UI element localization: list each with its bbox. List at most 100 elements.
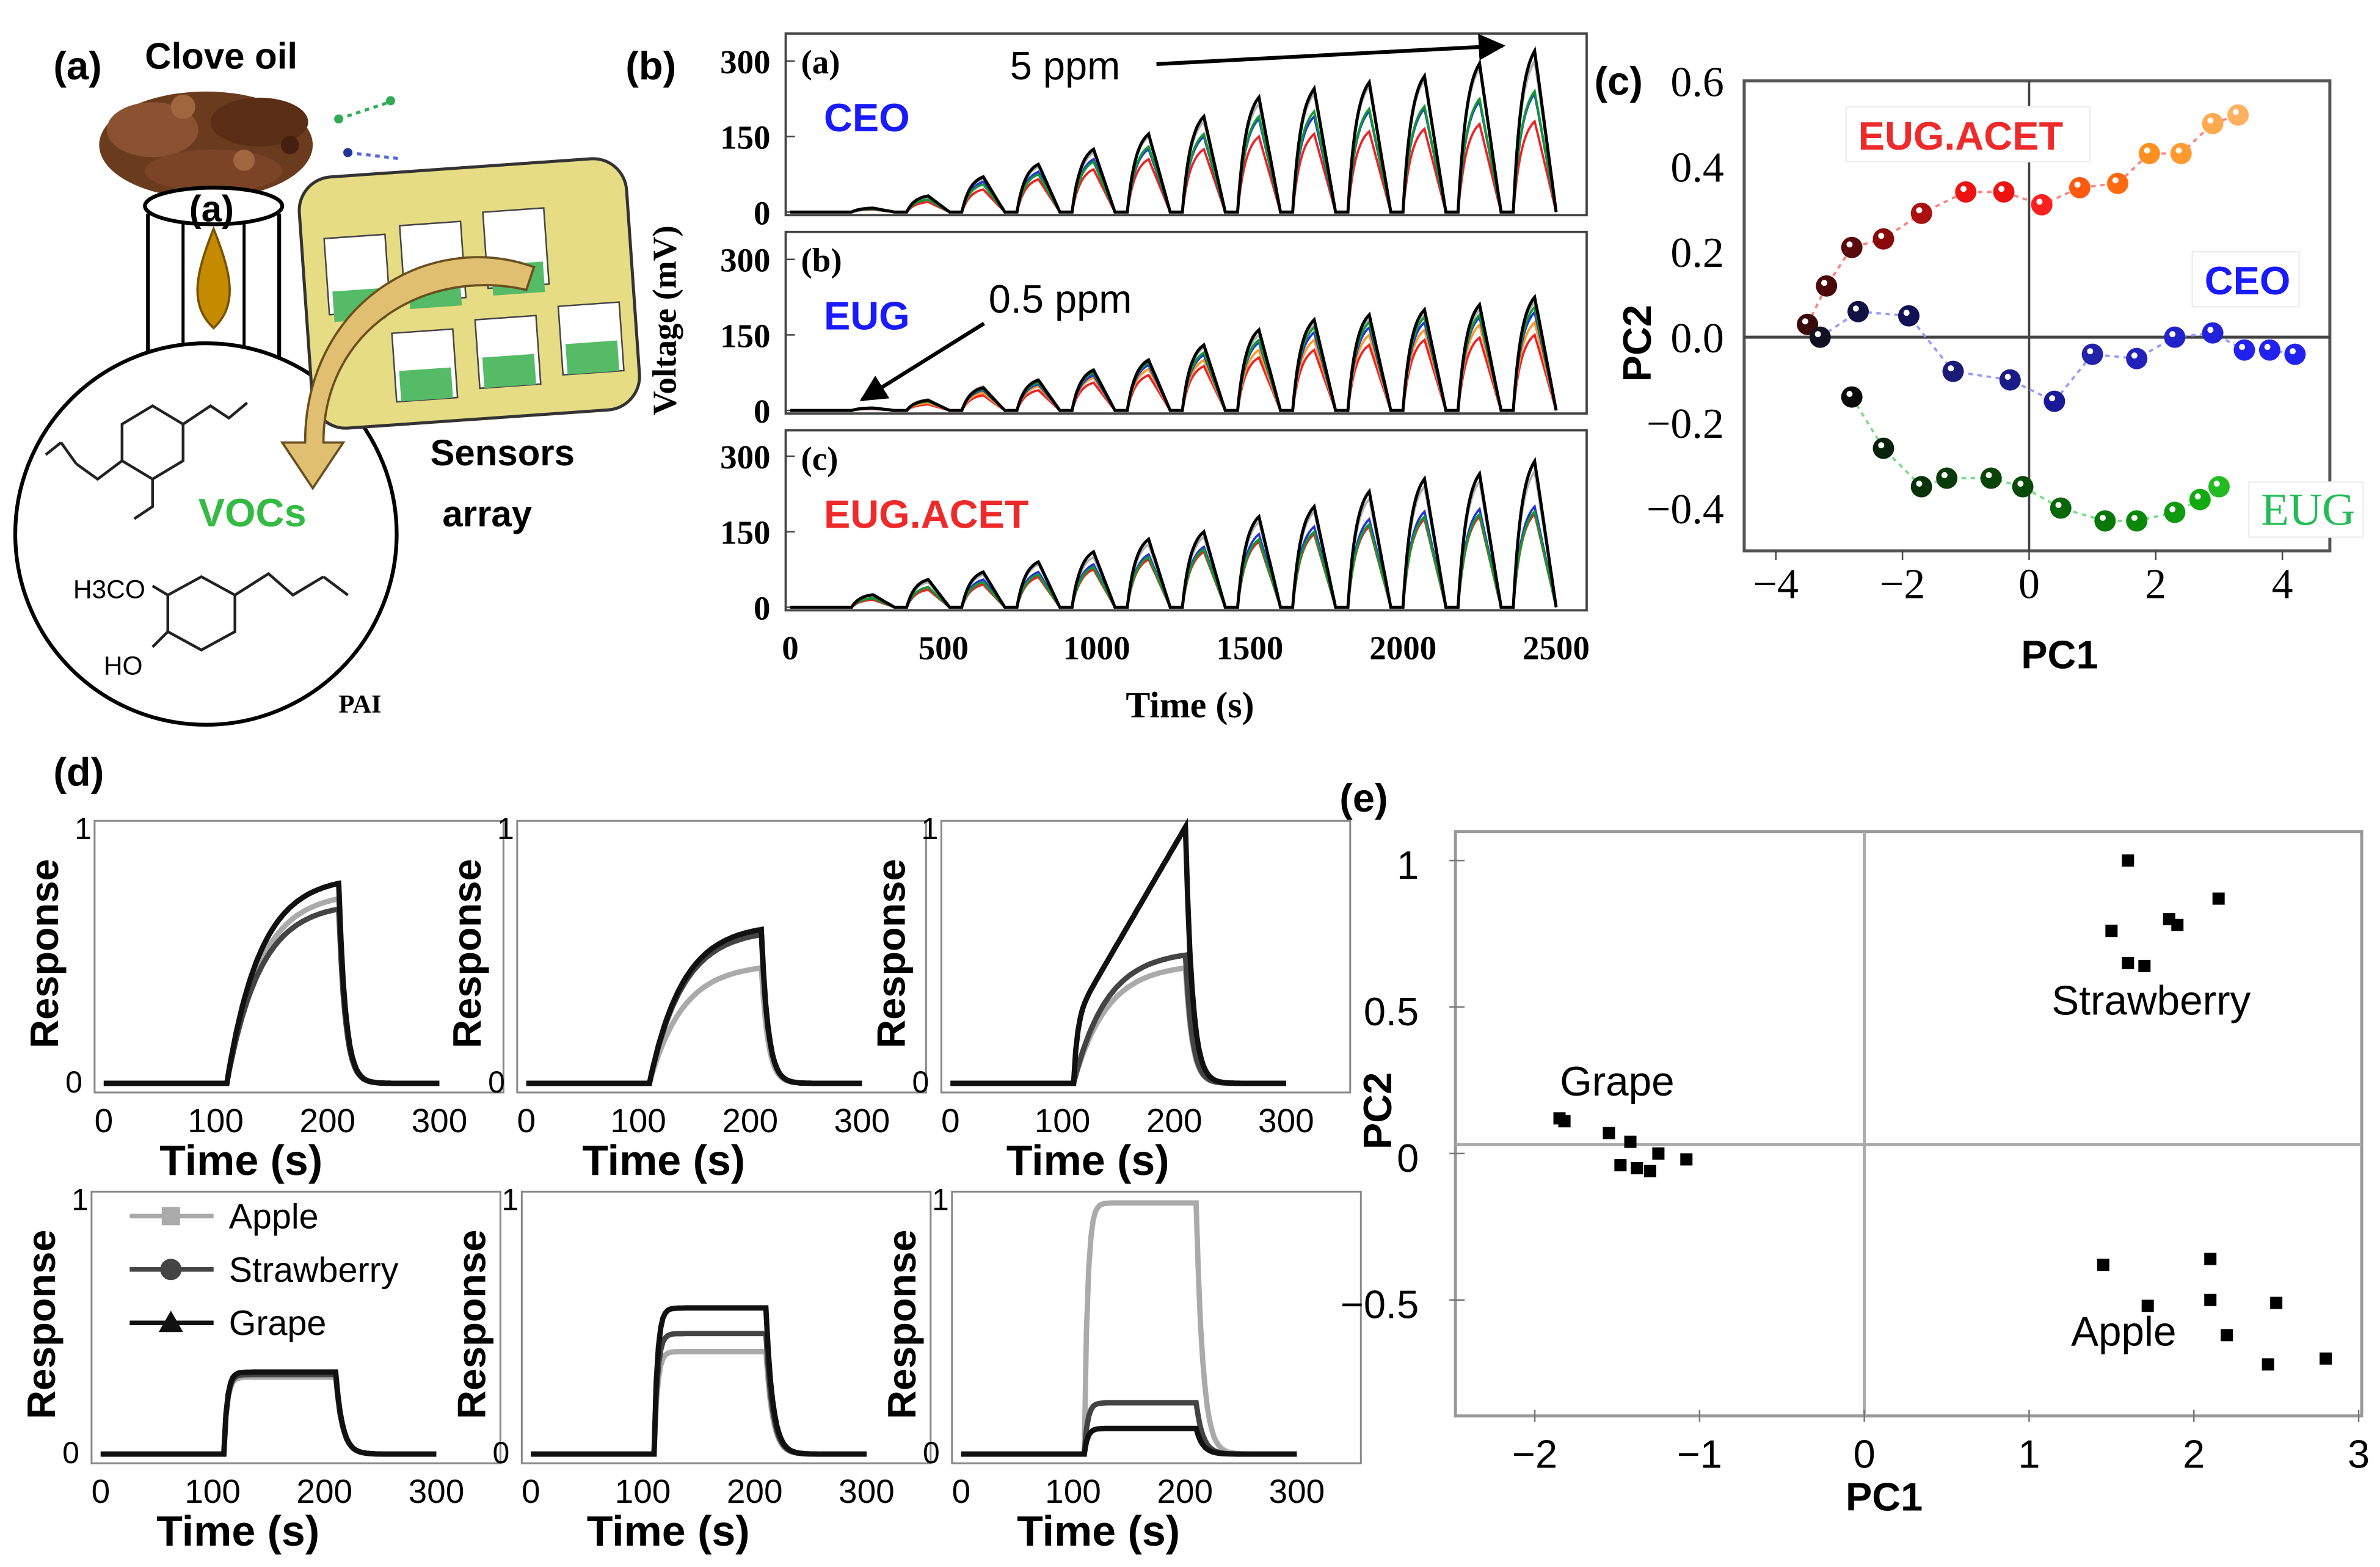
- x-tick-label: 500: [919, 629, 969, 666]
- x-tick-label: 0: [1854, 1432, 1876, 1477]
- panel-c-chart: [1742, 79, 2364, 560]
- data-point: [2164, 326, 2186, 348]
- point-highlight: [2004, 374, 2011, 380]
- y-tick-label: 1: [502, 1182, 519, 1216]
- y-axis-label: Response: [445, 859, 489, 1048]
- y-tick-label: 0.2: [1670, 230, 1723, 277]
- x-axis-label: Time (s): [1017, 1507, 1180, 1555]
- point-highlight: [2131, 515, 2138, 522]
- data-point: [1993, 181, 2015, 203]
- point-highlight: [2175, 147, 2182, 154]
- y-tick-label: 0: [65, 1065, 82, 1099]
- point-highlight: [1916, 481, 1923, 487]
- legend-box: [2247, 481, 2364, 538]
- point-highlight: [2207, 117, 2214, 124]
- point-highlight: [2055, 502, 2062, 509]
- series-line-grape: [961, 1425, 1297, 1457]
- pan-label: PAI: [339, 690, 382, 719]
- series-line-grape: [531, 1305, 867, 1457]
- y-tick-label: 1: [497, 812, 514, 846]
- data-point: [1643, 1165, 1656, 1177]
- point-highlight: [2144, 147, 2150, 154]
- series-line-black: [790, 456, 1558, 609]
- data-point: [2270, 1296, 2283, 1309]
- point-highlight: [2087, 348, 2094, 355]
- plot-frame: [520, 1190, 932, 1464]
- panel-e-chart: [1449, 830, 2364, 1422]
- data-point: [2126, 347, 2148, 369]
- y-tick-label: 1: [922, 812, 939, 846]
- point-highlight: [2264, 344, 2271, 351]
- y-axis-label: Response: [19, 1230, 64, 1419]
- data-point: [2262, 1358, 2274, 1371]
- x-axis-label: Time (s): [582, 1136, 745, 1184]
- data-point: [2227, 104, 2249, 126]
- panel-b-subplot-1: [784, 230, 1588, 415]
- series-CEO: [1809, 300, 2306, 412]
- x-tick-label: 0: [2018, 561, 2040, 608]
- data-point: [1872, 437, 1894, 459]
- clove-image: [99, 91, 313, 198]
- eugenol-structure: [151, 572, 349, 652]
- x-axis-label: Time (s): [1006, 1136, 1170, 1184]
- data-point: [2050, 497, 2072, 519]
- point-highlight: [1878, 442, 1885, 449]
- data-point: [2258, 339, 2280, 361]
- data-point: [1898, 305, 1920, 327]
- data-point: [1558, 1115, 1571, 1128]
- data-point: [1999, 369, 2021, 391]
- y-tick-label: 0: [923, 1436, 940, 1470]
- data-point: [2105, 925, 2118, 937]
- panel-b-subplot-2: [784, 429, 1588, 612]
- x-tick-label: −2: [1880, 561, 1925, 608]
- y-tick-label: 0: [1397, 1136, 1419, 1180]
- data-point: [1680, 1153, 1693, 1166]
- panel-a-sub-label: (a): [189, 188, 234, 229]
- series-line-grape: [950, 818, 1286, 1086]
- x-tick-label: 0: [522, 1472, 540, 1510]
- data-point: [1872, 228, 1894, 250]
- point-highlight: [1948, 365, 1954, 372]
- point-highlight: [2131, 352, 2138, 359]
- y-tick-label: 1: [71, 1182, 89, 1216]
- y-tick-label: 0: [912, 1065, 930, 1099]
- sensor-array: [297, 157, 641, 430]
- panel-e-label: (e): [1339, 776, 1388, 820]
- data-point: [2204, 1293, 2217, 1306]
- legend-label: Grape: [229, 1304, 327, 1343]
- plot-frame: [93, 820, 504, 1094]
- x-tick-label: −1: [1677, 1432, 1722, 1477]
- x-tick-label: 300: [1269, 1472, 1325, 1510]
- series-line-black: [790, 46, 1558, 214]
- x-tick-label: 2: [2183, 1432, 2205, 1477]
- data-point: [1816, 275, 1838, 297]
- y-axis-label: Response: [868, 859, 913, 1048]
- y-tick-label: 0: [754, 589, 770, 627]
- x-tick-label: 2500: [1523, 629, 1590, 666]
- data-point: [1955, 181, 1977, 203]
- arrow-5ppm: [1156, 34, 1505, 67]
- series-line-black: [790, 294, 1558, 412]
- y-axis-label: PC2: [1615, 305, 1659, 382]
- point-highlight: [1846, 241, 1853, 248]
- point-highlight: [1878, 233, 1885, 239]
- x-tick-label: 100: [184, 1472, 241, 1510]
- y-tick-label: 150: [720, 514, 770, 551]
- x-tick-label: 0: [517, 1102, 536, 1140]
- y-tick-label: 0.6: [1670, 59, 1723, 106]
- x-tick-label: 200: [299, 1102, 355, 1140]
- y-tick-label: 150: [720, 119, 770, 156]
- cluster-label: Strawberry: [2051, 978, 2251, 1024]
- response-plot-0: [93, 820, 504, 1094]
- subplot-label: CEO: [824, 95, 910, 140]
- plot-frame: [90, 1190, 501, 1464]
- point-highlight: [2239, 344, 2246, 351]
- x-tick-label: −4: [1753, 561, 1799, 608]
- point-highlight: [2074, 181, 2081, 188]
- x-tick-label: 0: [95, 1102, 114, 1140]
- series-line-grape: [526, 926, 862, 1086]
- point-highlight: [1998, 186, 2005, 192]
- x-tick-label: 300: [834, 1102, 890, 1140]
- point-highlight: [2290, 348, 2296, 355]
